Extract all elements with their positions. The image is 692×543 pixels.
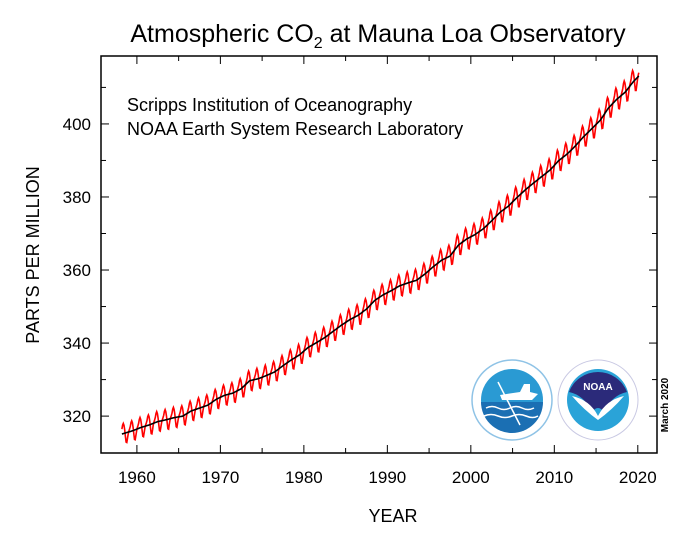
y-tick-label: 340 xyxy=(63,334,91,353)
trend-co2-line xyxy=(121,75,640,435)
y-axis-label: PARTS PER MILLION xyxy=(23,166,43,343)
date-note: March 2020 xyxy=(660,377,671,432)
noaa-logo: NOAA xyxy=(557,359,639,441)
y-tick-label: 400 xyxy=(63,115,91,134)
plot-frame xyxy=(100,55,658,454)
y-tick-label: 380 xyxy=(63,188,91,207)
chart-title: Atmospheric CO2 at Mauna Loa Observatory xyxy=(130,20,626,52)
y-tick-label: 360 xyxy=(63,261,91,280)
x-tick-label: 2010 xyxy=(535,468,573,487)
x-tick-label: 1980 xyxy=(285,468,323,487)
annotation-noaa: NOAA Earth System Research Laboratory xyxy=(127,119,463,139)
y-tick-label: 320 xyxy=(63,407,91,426)
scripps-logo xyxy=(471,359,553,441)
x-tick-label: 2020 xyxy=(619,468,657,487)
annotation-scripps: Scripps Institution of Oceanography xyxy=(127,95,412,115)
logos: NOAA xyxy=(471,359,639,441)
svg-text:NOAA: NOAA xyxy=(583,382,612,393)
x-axis-label: YEAR xyxy=(368,506,417,526)
x-tick-label: 1990 xyxy=(368,468,406,487)
monthly-co2-line xyxy=(121,67,640,444)
x-tick-label: 1970 xyxy=(201,468,239,487)
x-tick-label: 1960 xyxy=(118,468,156,487)
x-tick-label: 2000 xyxy=(452,468,490,487)
